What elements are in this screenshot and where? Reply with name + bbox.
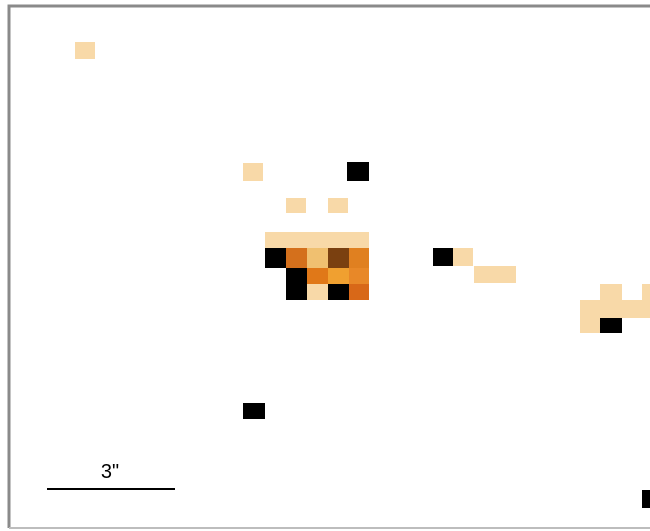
pixel: [328, 284, 349, 300]
pixel: [580, 318, 600, 333]
pixel: [243, 163, 263, 181]
pixel: [286, 284, 307, 300]
pixel: [642, 284, 650, 300]
pixel: [600, 284, 622, 300]
pixel: [307, 284, 328, 300]
pixel: [286, 268, 307, 284]
scale-bar-label: 3": [101, 461, 119, 483]
pixel: [474, 266, 516, 283]
pixel: [307, 268, 328, 284]
page: 3" (() => { const data = JSON.parse(docu…: [0, 0, 650, 531]
pixel: [286, 198, 306, 213]
pixel: [433, 248, 453, 266]
pixel: [349, 284, 369, 300]
pixel: [328, 248, 349, 268]
pixel: [642, 490, 650, 508]
pixel: [286, 248, 307, 268]
pixel: [265, 232, 369, 248]
pixel: [307, 248, 328, 268]
pixel: [453, 248, 473, 266]
pixel: [600, 318, 622, 333]
pixel: [580, 300, 650, 318]
pixel: [75, 42, 95, 59]
pixel: [349, 248, 369, 268]
pixel: [265, 248, 286, 268]
pixel: [328, 268, 349, 284]
pixel: [347, 162, 369, 181]
pixel: [349, 268, 369, 284]
pixel: [243, 403, 265, 419]
image-panel: 3": [0, 0, 650, 531]
pixel: [328, 198, 348, 213]
